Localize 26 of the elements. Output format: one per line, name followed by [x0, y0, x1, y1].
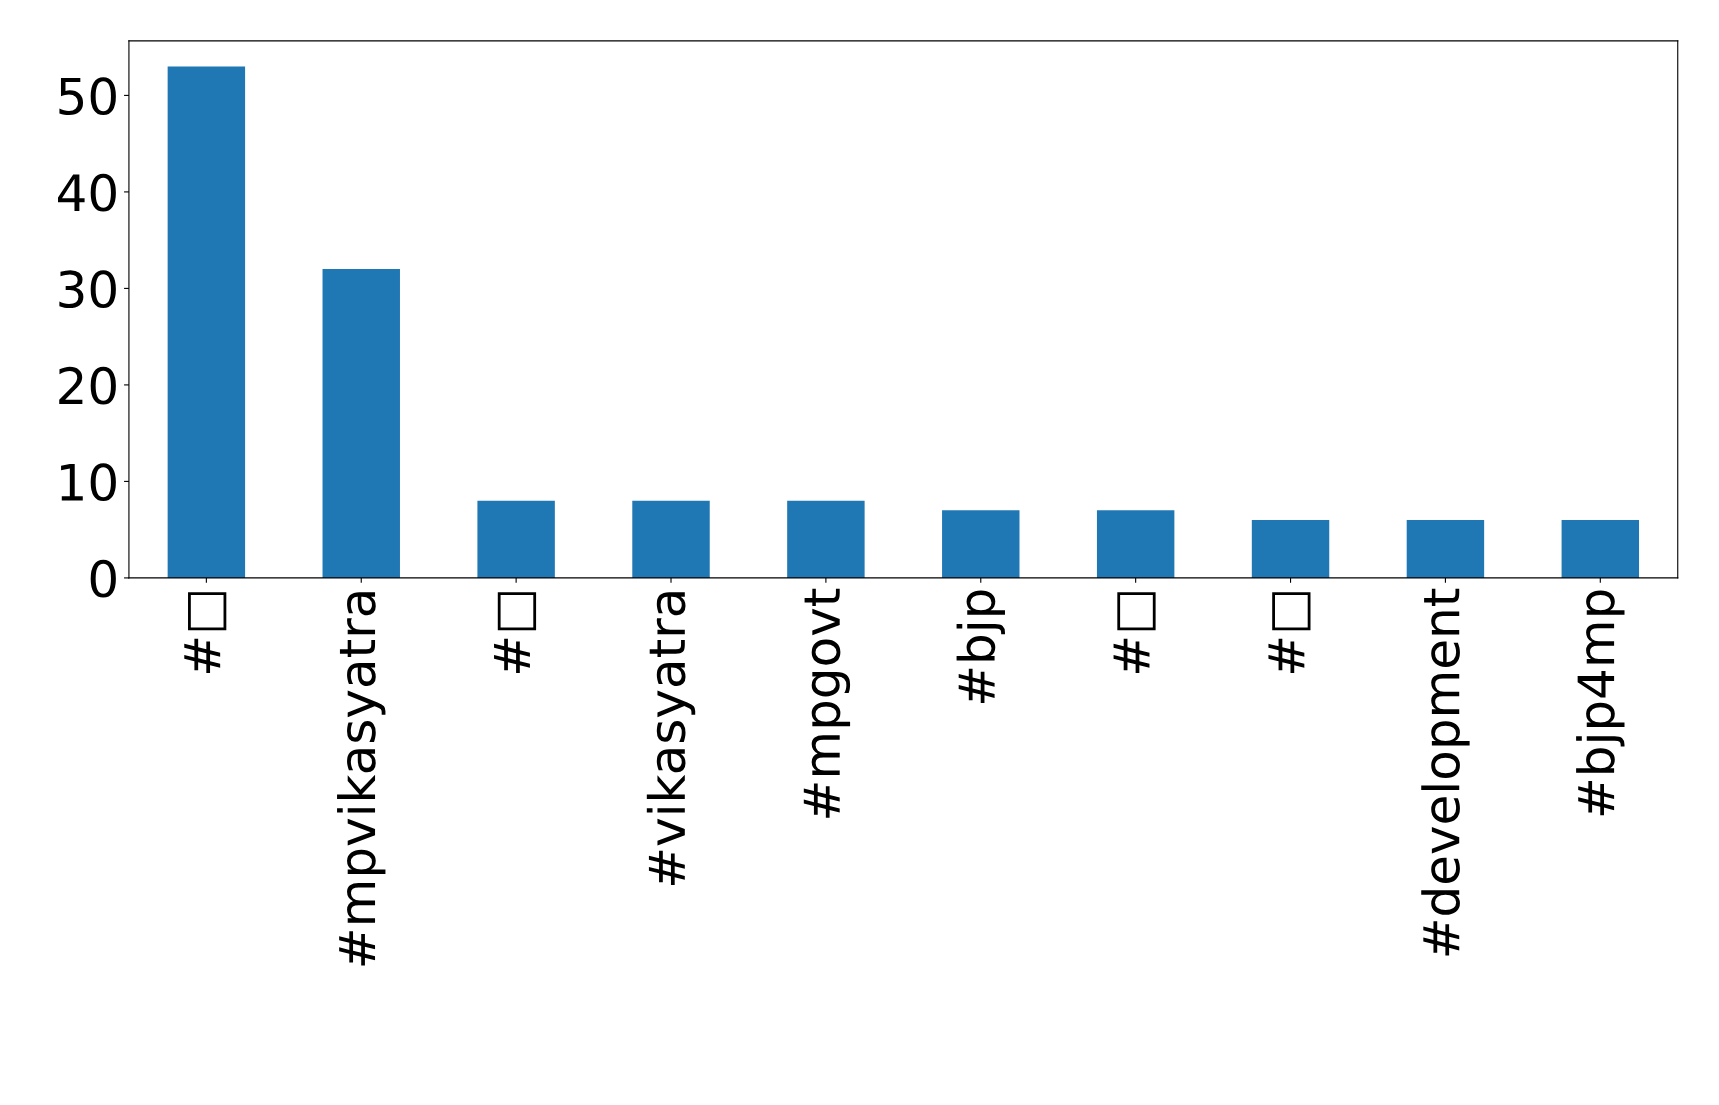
bar	[167, 66, 246, 578]
y-tick-label: 40	[58, 173, 116, 212]
bar	[787, 500, 865, 578]
bar	[322, 269, 400, 578]
bar	[477, 500, 555, 578]
bar	[1096, 510, 1175, 578]
x-tick-label: #mpvikasyatra	[337, 592, 386, 966]
x-tick-label: #□	[184, 592, 227, 673]
x-tick-label: #bjp	[956, 590, 1005, 704]
bar	[1561, 520, 1640, 578]
x-tick-label: #development	[1421, 588, 1470, 956]
y-tick-label: 50	[59, 77, 116, 116]
bar	[1251, 520, 1330, 578]
y-tick-label: 0	[90, 559, 116, 598]
x-tick-label: #□	[494, 592, 537, 673]
bar	[632, 500, 710, 578]
x-tick-label: #bjp4mp	[1576, 590, 1625, 816]
bar	[1406, 520, 1485, 578]
bar	[942, 510, 1020, 578]
x-tick-label: #□	[1268, 592, 1311, 673]
y-tick-label: 30	[59, 270, 116, 309]
x-tick-label: #mpgovt	[803, 588, 851, 818]
x-tick-label: #□	[1113, 592, 1156, 673]
y-tick-label: 10	[61, 463, 116, 502]
x-tick-label: #vikasyatra	[646, 592, 696, 885]
y-tick-label: 20	[59, 366, 116, 405]
